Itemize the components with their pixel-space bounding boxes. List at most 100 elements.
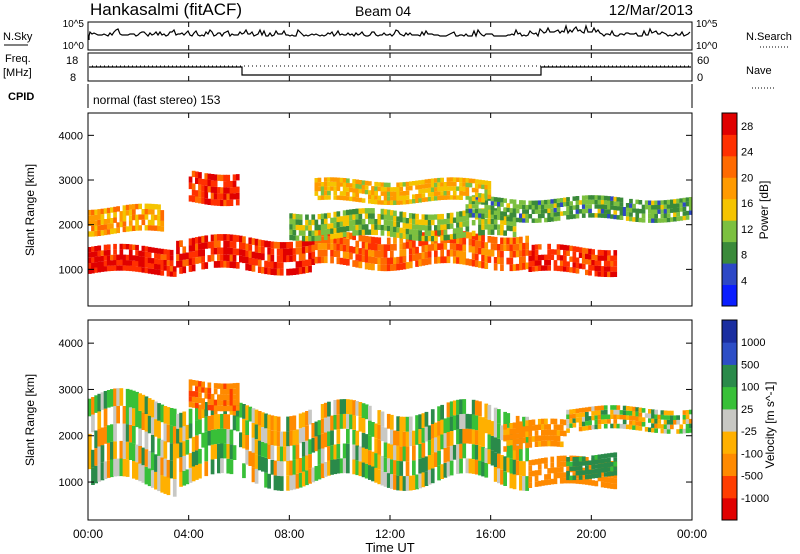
power-cell bbox=[138, 266, 142, 273]
power-cell bbox=[191, 264, 196, 272]
velocity-cell bbox=[188, 396, 193, 402]
power-cell bbox=[128, 225, 133, 232]
power-cell bbox=[556, 211, 561, 217]
velocity-cell bbox=[223, 414, 227, 429]
power-cell bbox=[166, 260, 171, 266]
power-cell bbox=[125, 265, 130, 271]
power-cell bbox=[446, 223, 451, 230]
power-cell bbox=[509, 237, 514, 245]
velocity-cell bbox=[217, 458, 221, 474]
velocity-cell bbox=[600, 405, 605, 411]
velocity-cell bbox=[201, 381, 205, 388]
power-cell bbox=[402, 191, 407, 196]
velocity-cell bbox=[600, 410, 605, 415]
velocity-cell bbox=[320, 448, 325, 464]
power-cell bbox=[292, 254, 297, 262]
velocity-cell bbox=[229, 429, 234, 445]
power-cell bbox=[301, 266, 306, 274]
power-cell bbox=[415, 180, 419, 186]
power-cell bbox=[644, 200, 649, 205]
power-cell bbox=[242, 249, 246, 257]
velocity-cell bbox=[544, 463, 548, 469]
velocity-cell bbox=[525, 446, 529, 462]
power-cell bbox=[550, 212, 555, 218]
power-cell bbox=[588, 208, 592, 214]
power-cell bbox=[320, 229, 325, 236]
power-cell bbox=[377, 237, 382, 245]
velocity-cell bbox=[663, 429, 668, 434]
power-cell bbox=[506, 220, 511, 226]
power-cell bbox=[330, 256, 334, 264]
power-cell bbox=[386, 231, 391, 237]
power-cell bbox=[163, 254, 168, 260]
velocity-cell bbox=[207, 404, 212, 411]
velocity-cell bbox=[286, 446, 290, 461]
power-cell bbox=[160, 248, 165, 255]
power-cell bbox=[377, 200, 382, 205]
velocity-cell bbox=[254, 468, 259, 484]
power-cell bbox=[616, 215, 621, 220]
power-cell bbox=[229, 180, 234, 188]
power-cell bbox=[147, 252, 152, 258]
power-cell bbox=[434, 191, 438, 197]
velocity-cell bbox=[544, 440, 548, 447]
power-cell bbox=[490, 243, 495, 250]
power-cell bbox=[603, 213, 608, 219]
power-cell bbox=[487, 256, 492, 263]
power-cell bbox=[286, 248, 290, 256]
power-cell bbox=[493, 218, 498, 225]
velocity-cell bbox=[616, 414, 621, 420]
power-cell bbox=[355, 179, 360, 184]
power-cell bbox=[396, 263, 400, 271]
velocity-cell bbox=[355, 445, 360, 461]
power-cell bbox=[509, 257, 514, 265]
power-cell bbox=[427, 225, 432, 231]
velocity-cell bbox=[594, 420, 599, 425]
velocity-cell bbox=[594, 424, 599, 430]
velocity-cell bbox=[210, 405, 215, 411]
velocity-cell bbox=[427, 455, 432, 470]
velocity-cell bbox=[685, 423, 690, 429]
power-cell bbox=[581, 253, 586, 259]
power-cell bbox=[122, 243, 127, 250]
power-cell bbox=[493, 201, 498, 206]
power-cell bbox=[336, 186, 341, 191]
time-tick-label: 00:00 bbox=[73, 527, 103, 541]
power-colorbar-swatch bbox=[722, 155, 737, 178]
velocity-cell bbox=[506, 442, 511, 458]
power-cell bbox=[342, 258, 347, 265]
power-cell bbox=[474, 192, 479, 198]
power-cell bbox=[386, 187, 391, 192]
velocity-cell bbox=[654, 428, 658, 433]
velocity-cell bbox=[374, 453, 378, 468]
power-cell bbox=[559, 266, 564, 272]
velocity-cell bbox=[399, 416, 404, 432]
power-cell bbox=[547, 243, 551, 250]
power-cell bbox=[471, 230, 476, 237]
power-cell bbox=[330, 233, 334, 240]
power-cell bbox=[150, 203, 155, 210]
power-cell bbox=[213, 199, 218, 206]
velocity-cell bbox=[600, 454, 605, 459]
power-cell bbox=[349, 196, 353, 202]
power-cell bbox=[298, 219, 303, 225]
velocity-cell bbox=[390, 414, 394, 430]
power-cell bbox=[402, 233, 407, 239]
velocity-cell bbox=[635, 425, 640, 431]
power-cell bbox=[418, 193, 422, 199]
velocity-cell bbox=[141, 394, 146, 413]
power-cell bbox=[368, 263, 372, 270]
power-cell bbox=[531, 205, 536, 210]
velocity-cell bbox=[289, 460, 293, 476]
power-cell bbox=[135, 225, 139, 231]
velocity-cell bbox=[279, 461, 284, 477]
power-cell bbox=[169, 266, 174, 272]
power-cell bbox=[305, 219, 309, 226]
power-cell bbox=[358, 254, 363, 262]
velocity-cell bbox=[512, 444, 517, 460]
velocity-cell bbox=[478, 460, 482, 476]
power-cell bbox=[229, 247, 234, 255]
power-cell bbox=[396, 182, 400, 187]
velocity-cell bbox=[91, 414, 95, 433]
power-cell bbox=[320, 236, 325, 243]
